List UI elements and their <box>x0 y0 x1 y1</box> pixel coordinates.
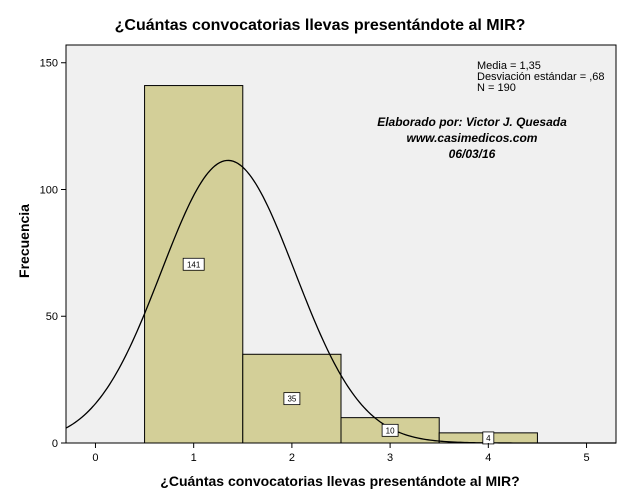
y-tick-label: 150 <box>40 58 58 70</box>
stats-mean: Media = 1,35 <box>477 60 541 72</box>
normal-curve <box>65 159 616 444</box>
y-axis-label: Frecuencia <box>16 204 32 278</box>
data-label-box-2 <box>283 392 301 406</box>
chart-title: ¿Cuántas convocatorias llevas presentánd… <box>115 17 526 34</box>
stats-n: N = 190 <box>477 82 516 94</box>
data-label-4: 4 <box>486 434 491 443</box>
data-label-1: 141 <box>187 260 201 269</box>
y-tick-label: 100 <box>40 184 58 196</box>
x-axis-label: ¿Cuántas convocatorias llevas presentánd… <box>160 473 519 489</box>
data-label-box-1 <box>182 257 205 271</box>
x-tick-label: 0 <box>92 452 98 464</box>
y-tick-label: 50 <box>46 311 58 323</box>
data-label-box-3 <box>381 423 399 437</box>
y-tick-label: 0 <box>52 438 58 450</box>
x-tick-label: 2 <box>289 452 295 464</box>
data-label-2: 35 <box>287 395 296 404</box>
x-tick-label: 1 <box>191 452 197 464</box>
data-label-3: 10 <box>386 426 395 435</box>
x-tick-label: 4 <box>485 452 491 464</box>
x-tick-label: 3 <box>387 452 393 464</box>
x-tick-label: 5 <box>583 452 589 464</box>
date-annotation: 06/03/16 <box>449 147 496 161</box>
website-annotation: www.casimedicos.com <box>407 131 538 145</box>
data-labels-layer: 141 35 10 4 <box>182 257 495 445</box>
stats-sd: Desviación estándar = ,68 <box>477 71 605 83</box>
author-annotation: Elaborado por: Victor J. Quesada <box>377 115 567 129</box>
